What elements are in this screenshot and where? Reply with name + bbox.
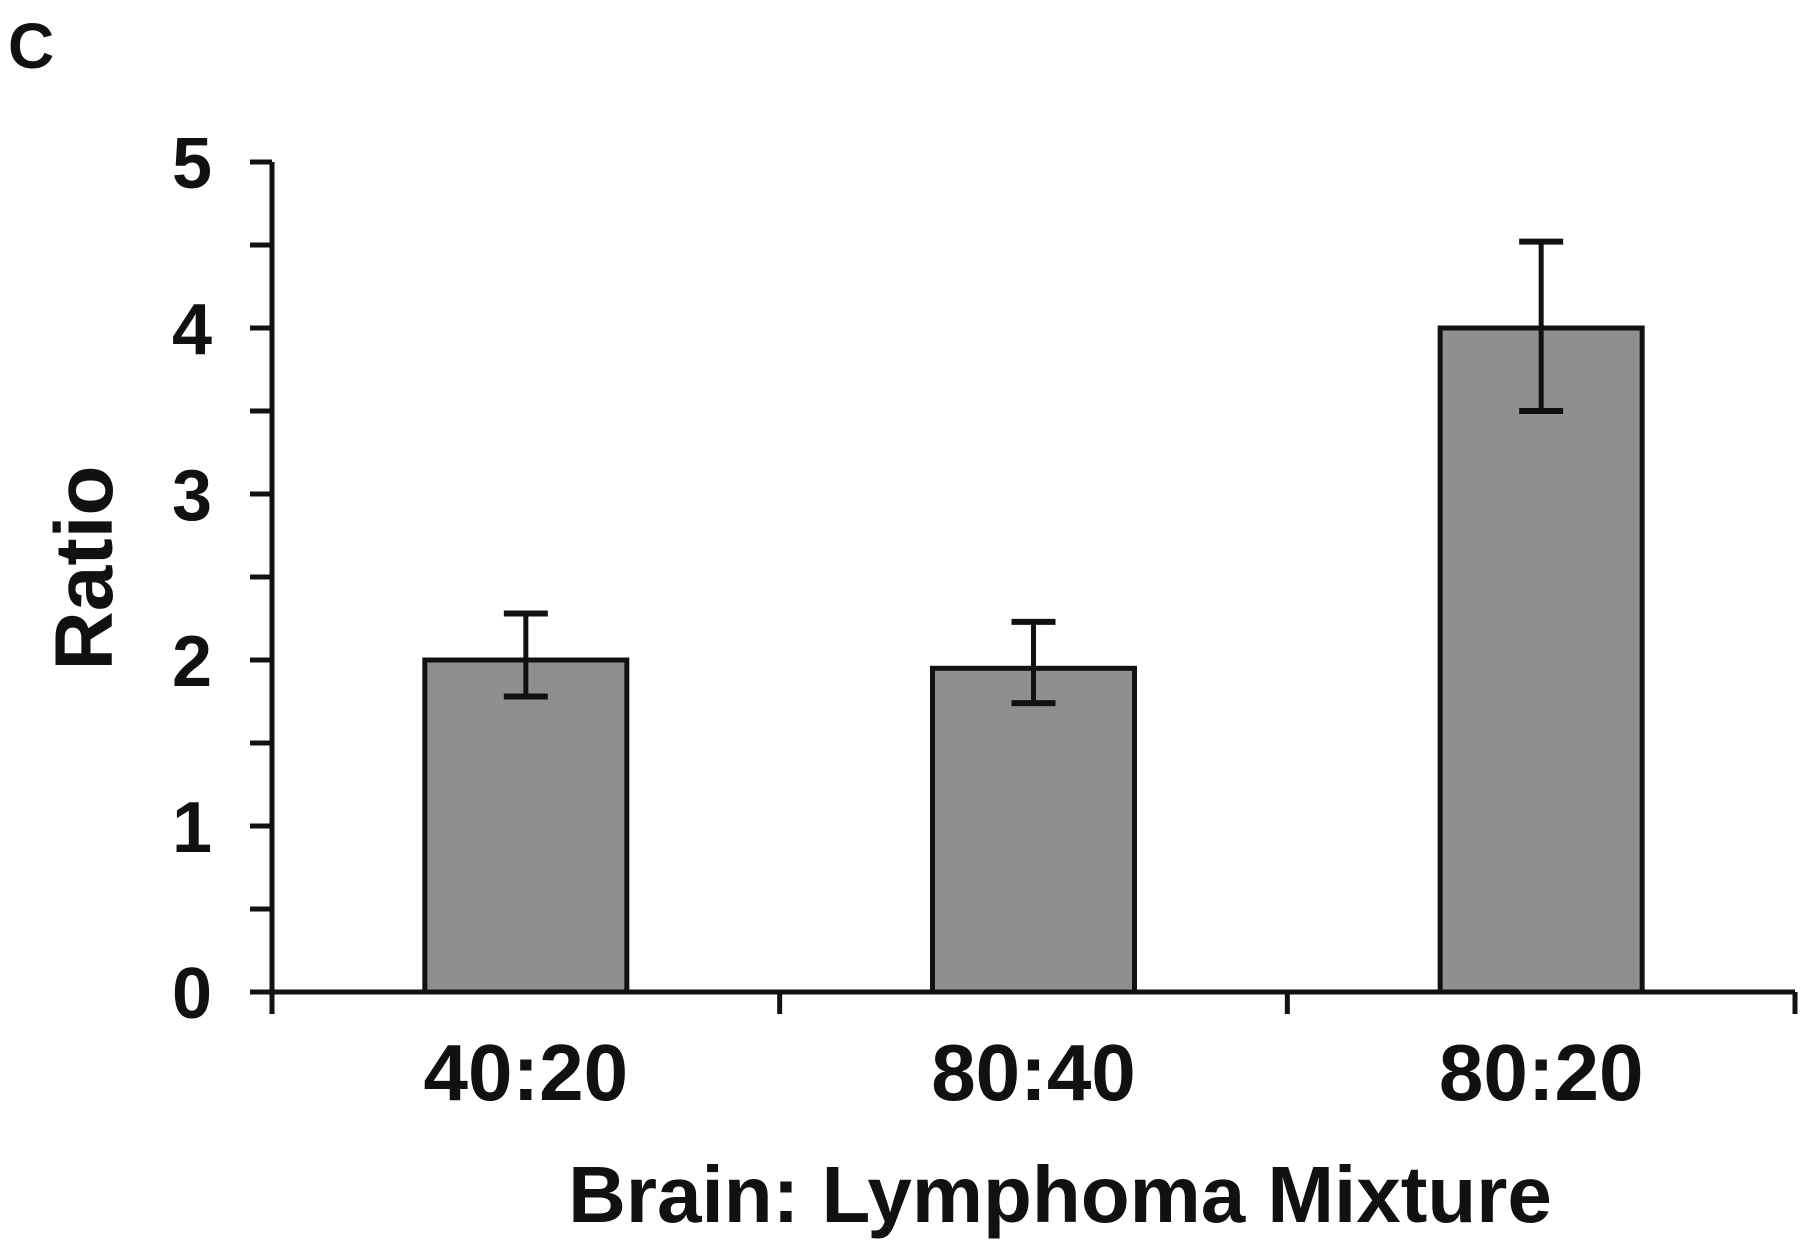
y-tick-label: 5: [172, 124, 212, 204]
x-tick-label: 80:20: [1439, 1028, 1644, 1117]
bar-80-40: [930, 665, 1137, 995]
panel-label: C: [8, 10, 54, 82]
x-axis-label: Brain: Lymphoma Mixture: [568, 1150, 1552, 1239]
y-tick-label: 1: [172, 788, 212, 868]
y-tick-label: 2: [172, 622, 212, 702]
error-bars: [503, 238, 1564, 707]
y-tick-label: 4: [172, 290, 212, 370]
y-tick-label: 0: [172, 954, 212, 1034]
y-axis: 0 1 2 3 4 5: [172, 124, 275, 1034]
x-tick-label: 80:40: [931, 1028, 1136, 1117]
bar-40-20: [422, 657, 630, 995]
y-axis-label: Ratio: [39, 466, 130, 671]
y-tick-label: 3: [172, 456, 212, 536]
x-axis: 40:20 80:40 80:20: [250, 989, 1798, 1117]
bar-80-20: [1437, 325, 1645, 995]
bars: [422, 325, 1645, 995]
x-tick-label: 40:20: [424, 1028, 629, 1117]
